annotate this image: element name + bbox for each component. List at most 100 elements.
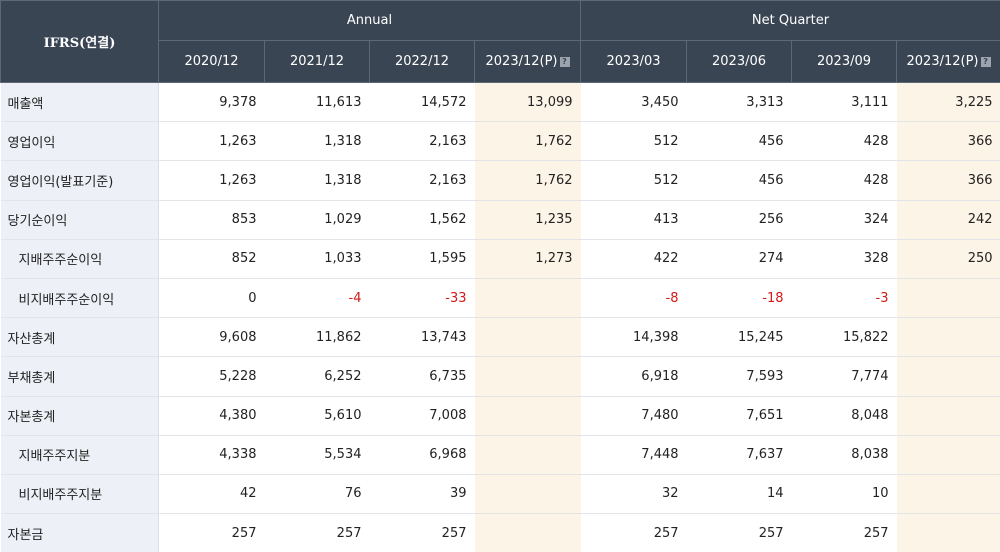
- row-label: 자산총계: [0, 317, 159, 358]
- value-cell: 3,225: [896, 82, 1000, 123]
- value-cell: 1,263: [158, 160, 265, 201]
- value-cell: 7,651: [686, 396, 792, 436]
- value-cell: 1,762: [474, 160, 581, 201]
- value-cell: 5,228: [158, 356, 265, 397]
- value-cell: [896, 396, 1000, 436]
- value-cell: [474, 474, 581, 515]
- period-label: 2023/12(P): [906, 54, 979, 69]
- value-cell: 422: [580, 239, 687, 279]
- value-cell: 5,534: [264, 435, 370, 475]
- value-cell: [896, 513, 1000, 552]
- row-label: 영업이익(발표기준): [0, 160, 159, 201]
- value-cell: [474, 513, 581, 552]
- value-cell: 32: [580, 474, 687, 515]
- value-cell: 852: [158, 239, 265, 279]
- value-cell: -18: [686, 278, 792, 319]
- value-cell: [896, 435, 1000, 475]
- period-header-6: 2023/09: [791, 40, 898, 83]
- value-cell: [896, 474, 1000, 515]
- period-header-3: 2023/12(P)?: [473, 40, 582, 83]
- value-cell: 4,338: [158, 435, 265, 475]
- value-cell: 257: [441, 525, 467, 541]
- table-row: 매출액 9,378 11,613 14,572 13,099 3,450 3,313 3,11…: [0, 82, 1000, 123]
- value-cell: 1,762: [474, 121, 581, 162]
- row-label: 비지배주주지분: [0, 474, 159, 515]
- value-cell: 9,378: [158, 82, 265, 123]
- value-cell: 250: [896, 239, 1000, 279]
- period-header-0: 2020/12: [158, 40, 265, 83]
- value-cell: 8,048: [791, 396, 897, 436]
- table-row: 부채총계 5,228 6,252 6,735 6,918 7,593 7,774: [0, 356, 1000, 397]
- value-cell: 257: [653, 525, 679, 541]
- table-row: 영업이익(발표기준) 1,263 1,318 2,163 1,762 512 456 428 3…: [0, 160, 1000, 201]
- value-cell: 7,593: [686, 356, 792, 397]
- table-row: 자본금 257 257 257 257 257 257: [0, 513, 1000, 552]
- period-header-5: 2023/06: [686, 40, 793, 83]
- value-cell: [474, 435, 581, 475]
- value-cell: 274: [686, 239, 792, 279]
- value-cell: 0: [158, 278, 265, 319]
- value-cell: 14,572: [369, 82, 475, 123]
- value-cell: 4,380: [158, 396, 265, 436]
- value-cell: 6,252: [264, 356, 370, 397]
- value-cell: 456: [686, 160, 792, 201]
- period-label: 2023/03: [606, 54, 661, 69]
- period-label: 2021/12: [289, 54, 344, 69]
- value-cell: 1,318: [264, 121, 370, 162]
- value-cell: 76: [264, 474, 370, 515]
- value-cell: 257: [231, 525, 257, 541]
- value-cell: 366: [896, 121, 1000, 162]
- value-cell: 8,038: [791, 435, 897, 475]
- value-cell: 11,613: [264, 82, 370, 123]
- row-label: 자본총계: [0, 396, 159, 436]
- table-row: 지배주주지분 4,338 5,534 6,968 7,448 7,637 8,038: [0, 435, 1000, 475]
- value-cell: 11,862: [264, 317, 370, 358]
- value-cell: -3: [791, 278, 897, 319]
- period-header-1: 2021/12: [264, 40, 370, 83]
- value-cell: [896, 278, 1000, 319]
- value-cell: 413: [580, 200, 687, 240]
- value-cell: 7,774: [791, 356, 897, 397]
- row-label: 매출액: [0, 82, 159, 123]
- value-cell: 14: [686, 474, 792, 515]
- row-label: 자본금: [0, 513, 159, 552]
- value-cell: 1,318: [264, 160, 370, 201]
- row-label: 비지배주주순이익: [0, 278, 159, 319]
- value-cell: 1,033: [264, 239, 370, 279]
- value-cell: 1,273: [474, 239, 581, 279]
- table-row: 자본총계 4,380 5,610 7,008 7,480 7,651 8,048: [0, 396, 1000, 436]
- value-cell: 6,735: [369, 356, 475, 397]
- value-cell: 7,480: [580, 396, 687, 436]
- period-label: 2023/12(P): [485, 54, 558, 69]
- value-cell: 1,235: [474, 200, 581, 240]
- value-cell: 3,111: [791, 82, 897, 123]
- value-cell: 853: [158, 200, 265, 240]
- value-cell: 6,968: [369, 435, 475, 475]
- value-cell: 512: [580, 121, 687, 162]
- table-row: 비지배주주순이익 0 -4 -33 -8 -18 -3: [0, 278, 1000, 319]
- row-label: 지배주주순이익: [0, 239, 159, 279]
- table-row: 당기순이익 853 1,029 1,562 1,235 413 256 324 242: [0, 200, 1000, 240]
- value-cell: 13,743: [369, 317, 475, 358]
- period-label: 2022/12: [394, 54, 449, 69]
- value-cell: 39: [369, 474, 475, 515]
- value-cell: 456: [686, 121, 792, 162]
- value-cell: 7,448: [580, 435, 687, 475]
- value-cell: 14,398: [580, 317, 687, 358]
- ifrs-header: IFRS(연결): [0, 0, 159, 83]
- info-icon[interactable]: ?: [559, 57, 570, 67]
- annual-group-header: Annual: [157, 0, 582, 41]
- value-cell: 9,608: [158, 317, 265, 358]
- value-cell: 3,313: [686, 82, 792, 123]
- value-cell: 257: [863, 525, 889, 541]
- info-icon[interactable]: ?: [980, 57, 991, 67]
- table-row: 지배주주순이익 852 1,033 1,595 1,273 422 274 328 250: [0, 239, 1000, 279]
- value-cell: [474, 278, 581, 319]
- value-cell: 15,822: [791, 317, 897, 358]
- value-cell: 1,595: [369, 239, 475, 279]
- table-row: 비지배주주지분 42 76 39 32 14 10: [0, 474, 1000, 515]
- value-cell: [474, 317, 581, 358]
- value-cell: 428: [791, 121, 897, 162]
- value-cell: [474, 356, 581, 397]
